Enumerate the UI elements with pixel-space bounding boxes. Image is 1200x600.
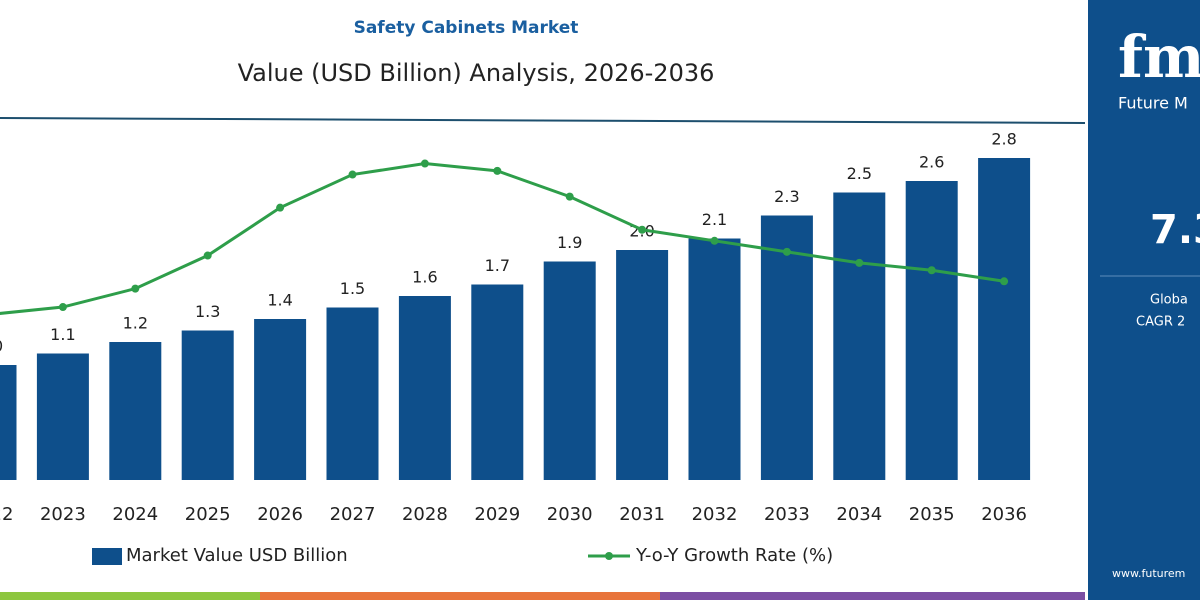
footer-strip: [260, 592, 660, 600]
website: www.futurem: [1112, 567, 1185, 580]
chart-subtitle: Value (USD Billion) Analysis, 2026-2036: [238, 59, 715, 87]
x-tick-label: 2035: [909, 504, 955, 525]
x-tick-label: 2029: [474, 504, 520, 525]
bar: [0, 365, 17, 480]
bar: [109, 342, 162, 480]
brand-logo: fmi: [1118, 23, 1200, 91]
bar: [833, 192, 886, 480]
bar: [398, 296, 451, 480]
bar: [543, 261, 596, 480]
bar: [326, 307, 379, 480]
panel-background: [1088, 0, 1200, 600]
data-label: 2.3: [774, 187, 799, 206]
x-tick-label: 2028: [402, 504, 448, 525]
legend-swatch: [92, 548, 122, 565]
bar: [688, 238, 741, 480]
chart-title: Safety Cabinets Market: [354, 18, 579, 38]
growth-point: [58, 303, 67, 312]
bar: [181, 330, 234, 480]
bar: [616, 250, 669, 480]
growth-point: [855, 258, 864, 267]
cagr-value: 7.3: [1150, 207, 1200, 253]
x-tick-label: 2030: [547, 504, 593, 525]
data-label: 2.1: [702, 210, 727, 229]
x-tick-label: 2032: [692, 504, 738, 525]
x-tick-label: 2027: [330, 504, 376, 525]
legend-label: Y-o-Y Growth Rate (%): [635, 545, 833, 566]
data-label: 1.7: [485, 256, 510, 275]
data-label: 1.1: [50, 325, 75, 344]
growth-point: [565, 192, 574, 201]
footer-strip: [660, 592, 1085, 600]
growth-point: [203, 251, 212, 260]
growth-point: [638, 225, 647, 234]
x-tick-label: 2025: [185, 504, 231, 525]
growth-point: [1000, 277, 1009, 286]
bar: [905, 181, 958, 480]
data-label: 1.6: [412, 268, 437, 287]
x-tick-label: 2036: [981, 504, 1027, 525]
company-name: Future M: [1118, 94, 1188, 113]
data-label: 1.5: [340, 279, 365, 298]
legend-label: Market Value USD Billion: [126, 545, 348, 566]
cagr-label: CAGR 2: [1136, 315, 1185, 330]
growth-point: [276, 203, 285, 212]
side-panel: fmi Future M 7.3 Globa CAGR 2 www.future…: [1088, 0, 1200, 600]
growth-point: [131, 284, 140, 293]
growth-point: [420, 159, 429, 168]
bar: [760, 215, 813, 480]
growth-point: [710, 236, 719, 245]
footer-strip: [0, 592, 260, 600]
data-label: 2.8: [991, 130, 1016, 149]
cagr-label: Globa: [1150, 293, 1188, 308]
x-tick-label: 2023: [40, 504, 86, 525]
data-label: 1.4: [267, 291, 292, 310]
bar: [254, 319, 307, 480]
data-label: 2.6: [919, 153, 944, 172]
growth-point: [927, 266, 936, 275]
title-rule: [0, 117, 1086, 124]
bar: [471, 284, 524, 480]
x-tick-label: 2031: [619, 504, 665, 525]
x-tick-label: 2033: [764, 504, 810, 525]
x-tick-label: 2034: [836, 504, 882, 525]
data-label: 1.2: [123, 314, 148, 333]
x-tick-label: 2026: [257, 504, 303, 525]
bar: [36, 353, 89, 480]
growth-point: [493, 166, 502, 175]
legend-swatch: [605, 552, 613, 560]
data-label: 2.5: [847, 164, 872, 183]
x-tick-label: 2022: [0, 504, 13, 525]
growth-point: [782, 247, 791, 256]
x-tick-label: 2024: [112, 504, 158, 525]
data-label: 1.9: [557, 233, 582, 252]
bar: [978, 158, 1031, 480]
data-label: 1.0: [0, 337, 3, 356]
growth-point: [348, 170, 357, 179]
data-label: 1.3: [195, 302, 220, 321]
